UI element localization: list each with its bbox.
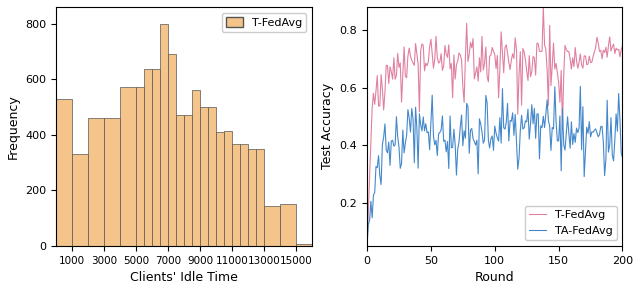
Bar: [280, 204, 296, 246]
X-axis label: Clients' Idle Time: Clients' Idle Time: [130, 271, 238, 284]
Y-axis label: Test Accuracy: Test Accuracy: [321, 83, 334, 169]
TA-FedAvg: [456, 125, 464, 129]
T-FedAvg: [365, 210, 372, 213]
Bar: [88, 118, 104, 246]
TA-FedAvg: [577, 85, 584, 88]
Bar: [136, 88, 144, 246]
Bar: [152, 70, 160, 246]
Bar: [192, 90, 200, 246]
Bar: [296, 244, 312, 246]
X-axis label: Round: Round: [475, 271, 515, 284]
TA-FedAvg: [386, 164, 394, 167]
Bar: [240, 144, 248, 246]
T-FedAvg: [364, 244, 371, 248]
Legend: T-FedAvg: T-FedAvg: [221, 13, 306, 32]
T-FedAvg: [470, 77, 478, 81]
Bar: [168, 54, 176, 246]
TA-FedAvg: [365, 223, 372, 226]
Bar: [72, 154, 88, 246]
Line: T-FedAvg: T-FedAvg: [367, 7, 623, 246]
Bar: [160, 24, 168, 246]
Bar: [264, 205, 280, 246]
T-FedAvg: [501, 46, 509, 49]
TA-FedAvg: [364, 244, 371, 248]
T-FedAvg: [540, 5, 547, 9]
Bar: [208, 107, 216, 246]
Y-axis label: Frequency: Frequency: [7, 94, 20, 159]
Bar: [256, 149, 264, 246]
Line: TA-FedAvg: TA-FedAvg: [367, 86, 623, 246]
Bar: [184, 115, 192, 246]
Bar: [144, 70, 152, 246]
Bar: [56, 99, 72, 246]
Bar: [104, 118, 120, 246]
T-FedAvg: [598, 57, 606, 61]
TA-FedAvg: [470, 140, 478, 143]
T-FedAvg: [619, 44, 627, 47]
Bar: [176, 115, 184, 246]
T-FedAvg: [386, 65, 394, 69]
T-FedAvg: [456, 53, 464, 57]
Bar: [224, 131, 232, 246]
Bar: [248, 149, 256, 246]
TA-FedAvg: [501, 127, 509, 131]
TA-FedAvg: [598, 125, 606, 128]
TA-FedAvg: [619, 156, 627, 159]
Bar: [200, 107, 208, 246]
Bar: [216, 132, 224, 246]
Bar: [120, 88, 136, 246]
Legend: T-FedAvg, TA-FedAvg: T-FedAvg, TA-FedAvg: [525, 206, 617, 240]
Bar: [232, 144, 240, 246]
